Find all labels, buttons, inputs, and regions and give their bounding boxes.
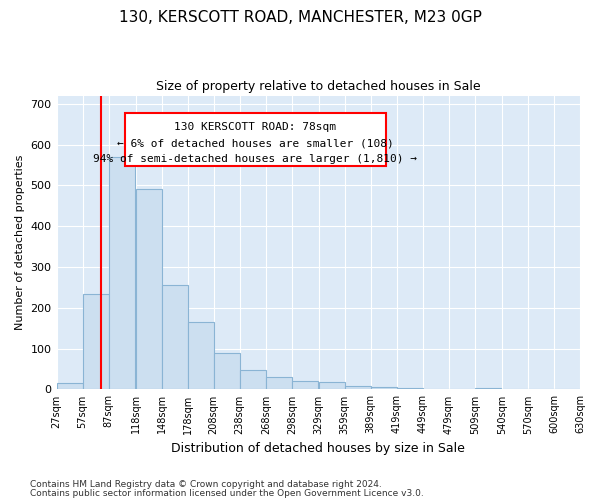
Bar — [475, 388, 501, 390]
Bar — [319, 382, 345, 390]
Y-axis label: Number of detached properties: Number of detached properties — [15, 155, 25, 330]
Bar — [83, 294, 109, 390]
Text: 130, KERSCOTT ROAD, MANCHESTER, M23 0GP: 130, KERSCOTT ROAD, MANCHESTER, M23 0GP — [119, 10, 481, 25]
Bar — [240, 370, 266, 390]
Bar — [214, 352, 240, 390]
Bar — [292, 382, 318, 390]
Bar — [136, 190, 161, 390]
Title: Size of property relative to detached houses in Sale: Size of property relative to detached ho… — [156, 80, 481, 93]
Text: Contains public sector information licensed under the Open Government Licence v3: Contains public sector information licen… — [30, 488, 424, 498]
Bar — [109, 157, 134, 390]
Bar — [345, 386, 371, 390]
Text: ← 6% of detached houses are smaller (108): ← 6% of detached houses are smaller (108… — [117, 138, 394, 148]
Bar — [371, 388, 397, 390]
Bar — [188, 322, 214, 390]
Text: 130 KERSCOTT ROAD: 78sqm: 130 KERSCOTT ROAD: 78sqm — [175, 122, 337, 132]
Bar — [266, 377, 292, 390]
Bar — [56, 384, 83, 390]
X-axis label: Distribution of detached houses by size in Sale: Distribution of detached houses by size … — [172, 442, 465, 455]
Text: 94% of semi-detached houses are larger (1,810) →: 94% of semi-detached houses are larger (… — [94, 154, 418, 164]
Bar — [161, 286, 188, 390]
FancyBboxPatch shape — [125, 113, 386, 166]
Text: Contains HM Land Registry data © Crown copyright and database right 2024.: Contains HM Land Registry data © Crown c… — [30, 480, 382, 489]
Bar — [397, 388, 423, 390]
